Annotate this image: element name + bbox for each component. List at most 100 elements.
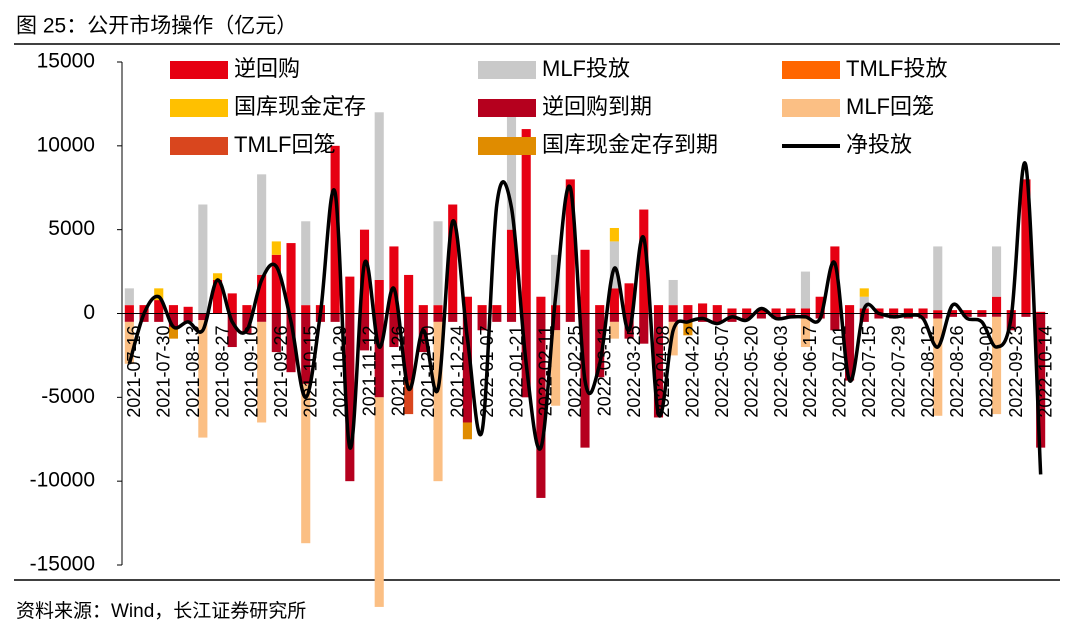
bar	[374, 397, 384, 607]
bar	[874, 308, 884, 314]
bar	[991, 313, 1002, 317]
bar	[521, 129, 531, 314]
legend-swatch	[782, 61, 840, 79]
bar	[271, 254, 281, 314]
bar	[565, 313, 575, 322]
bar	[653, 313, 664, 418]
bar	[242, 305, 252, 314]
bar	[580, 249, 590, 314]
bar	[771, 308, 781, 314]
bar	[198, 313, 208, 321]
bar	[977, 310, 987, 314]
bar	[668, 313, 678, 322]
bar	[653, 305, 664, 314]
bar	[933, 310, 943, 314]
bar	[506, 313, 517, 322]
x-tick-label: 2022-02-11	[536, 326, 556, 417]
bar	[433, 221, 443, 306]
legend-swatch	[478, 61, 536, 79]
legend-swatch	[782, 99, 840, 117]
bar	[448, 204, 458, 314]
x-tick-label: 2022-07-01	[830, 326, 850, 418]
x-tick-label: 2022-02-25	[565, 326, 585, 418]
legend-label: MLF回笼	[846, 94, 934, 119]
x-tick-label: 2021-08-13	[183, 326, 203, 418]
x-tick-label: 2022-01-21	[506, 326, 526, 418]
bar	[124, 321, 134, 364]
bar	[947, 313, 958, 317]
x-tick-label: 2021-10-15	[300, 326, 320, 418]
bar	[991, 246, 1002, 297]
x-tick-label: 2022-04-22	[683, 326, 703, 418]
chart-title: 图 25：公开市场操作（亿元）	[16, 15, 297, 38]
x-tick-label: 2021-12-24	[447, 326, 467, 418]
bar	[418, 313, 428, 353]
bar	[404, 380, 414, 415]
bar	[830, 246, 840, 314]
bar	[492, 305, 502, 314]
legend-swatch	[478, 137, 536, 155]
net-line	[127, 161, 1043, 475]
bar	[257, 313, 267, 322]
bar	[124, 288, 134, 306]
bar	[859, 296, 869, 309]
bar	[698, 303, 708, 314]
legend-label: 净投放	[846, 132, 912, 157]
bar	[183, 306, 193, 314]
bar	[227, 313, 237, 348]
plot: -15000 -10000 -5000 0 5000 10000 15000 2021-07-…	[30, 50, 1055, 607]
bar	[330, 145, 340, 314]
bar	[609, 227, 619, 242]
bar	[418, 305, 428, 314]
x-tick-label: 2022-06-03	[771, 326, 791, 418]
x-tick-label: 2022-09-09	[977, 326, 997, 418]
bar	[374, 112, 384, 280]
bar	[154, 288, 164, 301]
legend-label: 国库现金定存	[234, 94, 366, 119]
bar	[154, 313, 164, 322]
bar	[271, 313, 281, 353]
x-tick-label: 2021-07-16	[124, 326, 144, 418]
legend-swatch	[170, 137, 228, 155]
bar	[198, 204, 208, 314]
y-tick-label: -15000	[30, 553, 95, 576]
x-tick-label: 2022-05-20	[741, 326, 761, 418]
bar	[536, 296, 546, 314]
bar	[595, 305, 605, 314]
bar	[462, 422, 472, 440]
bar	[595, 313, 605, 378]
bar	[830, 313, 840, 331]
bar	[874, 313, 884, 319]
bar	[947, 310, 958, 314]
bar	[433, 313, 443, 322]
bar	[889, 308, 899, 314]
y-tick-label: 5000	[48, 217, 95, 240]
x-tick-label: 2021-11-12	[359, 326, 379, 417]
bar	[977, 313, 987, 317]
bar	[712, 313, 722, 324]
bar	[506, 112, 517, 230]
x-tick-label: 2022-08-12	[918, 326, 938, 418]
y-tick-label: -5000	[41, 385, 95, 408]
bar	[1021, 313, 1031, 317]
bar	[800, 318, 811, 348]
x-tick-label: 2022-03-11	[594, 326, 614, 417]
legend-label: 逆回购	[234, 56, 300, 81]
legend-label: 逆回购到期	[542, 94, 652, 119]
bar	[918, 313, 928, 319]
legend-swatch	[170, 99, 228, 117]
x-tick-label: 2021-11-26	[389, 326, 409, 417]
bar	[1036, 311, 1046, 314]
bar	[492, 313, 502, 322]
bar	[374, 279, 384, 314]
bar	[683, 305, 693, 314]
bar	[786, 308, 796, 314]
x-tick-label: 2021-07-30	[153, 326, 173, 418]
bar	[477, 305, 487, 314]
x-tick-label: 2022-06-17	[800, 326, 820, 418]
y-tick-label: -10000	[30, 469, 95, 492]
y-tick-label: 10000	[37, 133, 95, 156]
x-tick-label: 2021-12-10	[418, 326, 438, 418]
bar	[668, 279, 678, 306]
x-tick-label: 2022-10-14	[1035, 326, 1055, 418]
